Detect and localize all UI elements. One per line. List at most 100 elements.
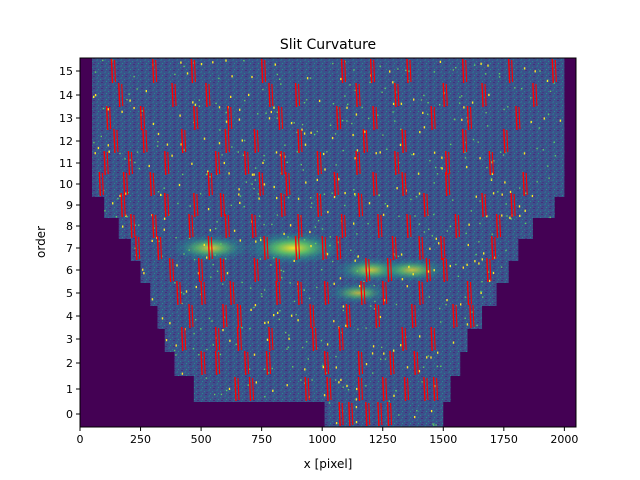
speckle (117, 197, 119, 200)
speckle (370, 305, 372, 307)
speckle (468, 223, 470, 226)
speckle (459, 96, 461, 98)
x-tick-label: 2000 (550, 433, 578, 446)
speckle (452, 199, 454, 201)
speckle (328, 402, 331, 404)
curvature-line-order-3 (236, 326, 240, 352)
curvature-line-order-1 (237, 377, 240, 401)
curvature-line-order-7 (266, 236, 269, 260)
speckle (439, 60, 442, 63)
speckle (212, 344, 214, 346)
speckle (427, 113, 429, 115)
speckle (474, 260, 476, 263)
curvature-line-order-2 (243, 350, 247, 376)
order-strip-0 (324, 401, 444, 427)
speckle (230, 204, 232, 207)
curvature-line-order-4 (348, 304, 351, 328)
speckle (335, 422, 338, 425)
curvature-line-order-8 (155, 214, 158, 238)
speckle (357, 328, 359, 330)
speckle (422, 366, 425, 368)
curvature-line-order-7 (391, 235, 395, 261)
curvature-line-order-3 (338, 326, 341, 352)
y-tick-label: 4 (66, 310, 73, 323)
curvature-line-order-15 (511, 59, 514, 83)
speckle (326, 151, 328, 153)
speckle (423, 126, 426, 129)
speckle (249, 328, 251, 330)
speckle (225, 120, 228, 123)
speckle (289, 224, 292, 227)
speckle (375, 152, 377, 155)
curvature-line-order-1 (385, 377, 388, 401)
x-tick-label: 1500 (429, 433, 457, 446)
speckle (441, 156, 443, 159)
curvature-line-order-15 (369, 58, 373, 84)
curvature-line-order-9 (164, 192, 167, 218)
speckle (397, 68, 399, 70)
speckle (374, 300, 376, 303)
speckle (133, 106, 135, 110)
speckle (344, 95, 346, 97)
speckle (514, 87, 516, 89)
curvature-line-order-2 (327, 351, 330, 375)
speckle (377, 114, 379, 116)
curvature-line-order-9 (280, 192, 283, 218)
speckle (543, 117, 545, 120)
curvature-line-order-5 (385, 281, 388, 305)
speckle (192, 348, 195, 350)
curvature-line-order-7 (159, 236, 163, 260)
curvature-line-order-5 (203, 281, 206, 305)
speckle (276, 111, 278, 113)
speckle (411, 154, 413, 156)
speckle (388, 400, 390, 402)
speckle (548, 177, 550, 179)
speckle (381, 91, 383, 93)
curvature-line-order-6 (365, 257, 368, 283)
speckle (275, 151, 278, 154)
speckle (479, 200, 481, 202)
speckle (352, 133, 354, 137)
curvature-line-order-10 (258, 171, 261, 197)
speckle (450, 143, 452, 146)
speckle (195, 285, 197, 289)
speckle (449, 225, 452, 228)
speckle (314, 226, 317, 228)
curvature-line-order-1 (357, 376, 361, 402)
speckle (327, 211, 329, 214)
curvature-line-order-2 (416, 351, 419, 375)
speckle (332, 103, 335, 105)
curvature-line-order-13 (336, 105, 339, 131)
speckle (386, 205, 389, 208)
curvature-line-order-10 (122, 171, 126, 197)
speckle (97, 146, 100, 150)
curvature-line-order-1 (436, 377, 439, 401)
speckle (289, 282, 291, 284)
curvature-line-order-8 (457, 214, 460, 238)
curvature-line-order-13 (281, 106, 284, 130)
curvature-line-order-5 (275, 280, 278, 306)
x-tick-label: 500 (191, 433, 212, 446)
curvature-line-order-7 (297, 236, 301, 260)
curvature-line-order-10 (404, 172, 407, 196)
curvature-line-order-2 (200, 350, 203, 376)
speckle (398, 215, 400, 217)
curvature-line-order-11 (243, 150, 247, 176)
y-tick-label: 3 (66, 333, 73, 346)
speckle (175, 354, 177, 356)
speckle (292, 366, 294, 368)
speckle (394, 120, 396, 122)
speckle (356, 149, 359, 152)
curvature-line-order-13 (339, 106, 342, 130)
curvature-line-order-8 (227, 214, 230, 238)
speckle (282, 270, 285, 273)
speckle (364, 130, 366, 133)
speckle (251, 173, 254, 176)
speckle (549, 90, 552, 93)
curvature-line-order-10 (261, 172, 264, 196)
speckle (381, 346, 383, 348)
speckle (192, 101, 194, 104)
speckle (481, 281, 483, 283)
speckle (295, 313, 297, 316)
curvature-line-order-6 (256, 258, 259, 282)
